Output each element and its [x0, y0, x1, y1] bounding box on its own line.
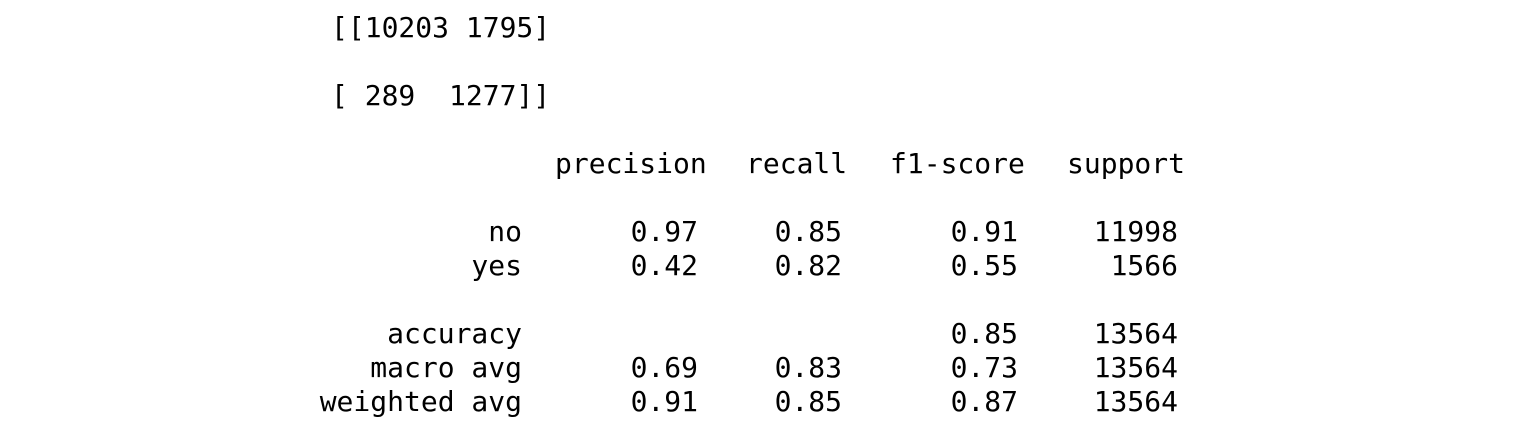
row-label: no	[488, 215, 522, 248]
row-recall: 0.85	[774, 215, 842, 248]
row-recall: 0.83	[774, 351, 842, 384]
row-recall: 0.85	[774, 385, 842, 418]
header-precision: precision	[555, 147, 707, 180]
row-support: 13564	[1093, 317, 1178, 350]
row-precision: 0.42	[630, 249, 698, 282]
row-precision: 0.69	[630, 351, 698, 384]
confusion-matrix-row-1: [[10203 1795]	[331, 11, 551, 44]
row-recall: 0.82	[774, 249, 842, 282]
row-precision: 0.97	[630, 215, 698, 248]
row-label: yes	[471, 249, 522, 282]
row-f1-score: 0.91	[950, 215, 1018, 248]
row-support: 13564	[1093, 385, 1178, 418]
row-precision: 0.91	[630, 385, 698, 418]
header-f1-score: f1-score	[890, 147, 1025, 180]
row-f1-score: 0.55	[950, 249, 1018, 282]
row-label: macro avg	[370, 351, 522, 384]
confusion-matrix-row-2: [ 289 1277]]	[331, 79, 551, 112]
row-f1-score: 0.85	[950, 317, 1018, 350]
row-label: accuracy	[387, 317, 522, 350]
row-label: weighted avg	[319, 385, 522, 418]
row-f1-score: 0.87	[950, 385, 1018, 418]
header-support: support	[1067, 147, 1186, 180]
row-f1-score: 0.73	[950, 351, 1018, 384]
row-support: 1566	[1110, 249, 1178, 282]
header-recall: recall	[746, 147, 848, 180]
row-support: 11998	[1093, 215, 1178, 248]
row-support: 13564	[1093, 351, 1178, 384]
